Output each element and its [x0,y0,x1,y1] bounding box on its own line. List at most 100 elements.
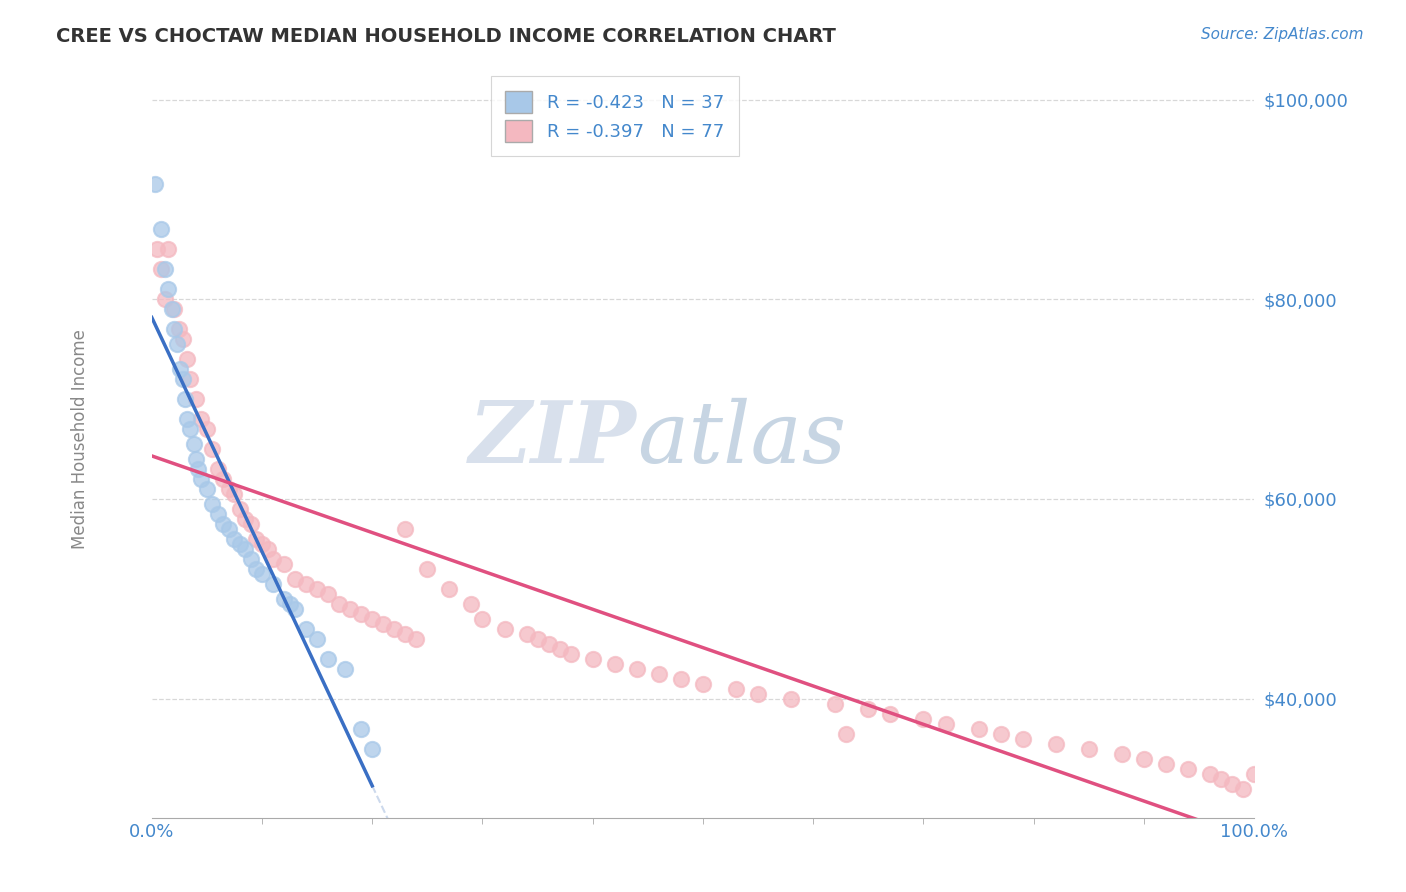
Point [256,541,278,556]
Point [394,626,416,640]
Point [835,726,858,740]
Point [1111,747,1133,761]
Point [494,622,516,636]
Point [187,462,209,476]
Point [229,502,252,516]
Point [582,651,605,665]
Point [262,576,284,591]
Point [967,722,990,736]
Point [1154,756,1177,771]
Point [1011,731,1033,746]
Point [224,487,246,501]
Text: atlas: atlas [637,398,846,481]
Point [316,651,339,665]
Point [176,352,198,367]
Text: Source: ZipAtlas.com: Source: ZipAtlas.com [1201,27,1364,42]
Point [405,632,427,646]
Point [1177,762,1199,776]
Point [1211,772,1233,786]
Point [157,243,180,257]
Point [201,497,224,511]
Point [172,332,194,346]
Point [262,552,284,566]
Point [516,626,538,640]
Point [912,712,935,726]
Point [1220,776,1243,790]
Point [229,537,252,551]
Point [333,662,356,676]
Point [195,482,218,496]
Point [328,597,350,611]
Point [295,576,318,591]
Point [626,662,648,676]
Point [235,541,257,556]
Point [172,372,194,386]
Point [560,647,582,661]
Point [1077,741,1099,756]
Point [153,262,176,277]
Point [278,597,301,611]
Text: CREE VS CHOCTAW MEDIAN HOUSEHOLD INCOME CORRELATION CHART: CREE VS CHOCTAW MEDIAN HOUSEHOLD INCOME … [56,27,837,45]
Point [537,637,560,651]
Point [373,616,395,631]
Point [190,412,212,426]
Point [146,243,169,257]
Point [1232,781,1254,796]
Point [169,362,191,376]
Text: ZIP: ZIP [470,397,637,481]
Point [747,687,769,701]
Point [1243,766,1265,780]
Point [245,532,267,546]
Point [858,701,880,715]
Point [273,557,295,571]
Point [166,337,188,351]
Point [416,562,439,576]
Point [526,632,548,646]
Point [725,681,748,696]
Point [176,412,198,426]
Point [179,372,201,386]
Point [179,422,201,436]
Point [273,591,295,606]
Point [361,612,384,626]
Point [235,512,257,526]
Point [1133,751,1156,765]
Point [163,302,186,317]
Point [350,607,373,621]
Point [284,601,307,615]
Point [382,622,405,636]
Point [669,672,692,686]
Point [439,582,461,596]
Point [149,222,172,236]
Point [183,437,205,451]
Point [548,641,571,656]
Legend: R = -0.423   N = 37, R = -0.397   N = 77: R = -0.423 N = 37, R = -0.397 N = 77 [491,76,738,156]
Point [184,452,207,467]
Point [239,516,262,531]
Point [212,516,235,531]
Point [394,522,416,536]
Point [224,532,246,546]
Point [1199,766,1222,780]
Point [307,582,329,596]
Point [460,597,482,611]
Point [190,472,212,486]
Point [990,726,1012,740]
Point [157,282,180,296]
Point [207,507,229,521]
Point [648,666,671,681]
Point [153,292,176,306]
Point [195,422,218,436]
Point [173,392,195,406]
Point [471,612,494,626]
Point [361,741,384,756]
Point [307,632,329,646]
Point [295,622,318,636]
Point [143,178,166,192]
Point [149,262,172,277]
Point [934,716,956,731]
Point [350,722,373,736]
Point [339,601,361,615]
Point [603,657,626,671]
Point [780,691,803,706]
